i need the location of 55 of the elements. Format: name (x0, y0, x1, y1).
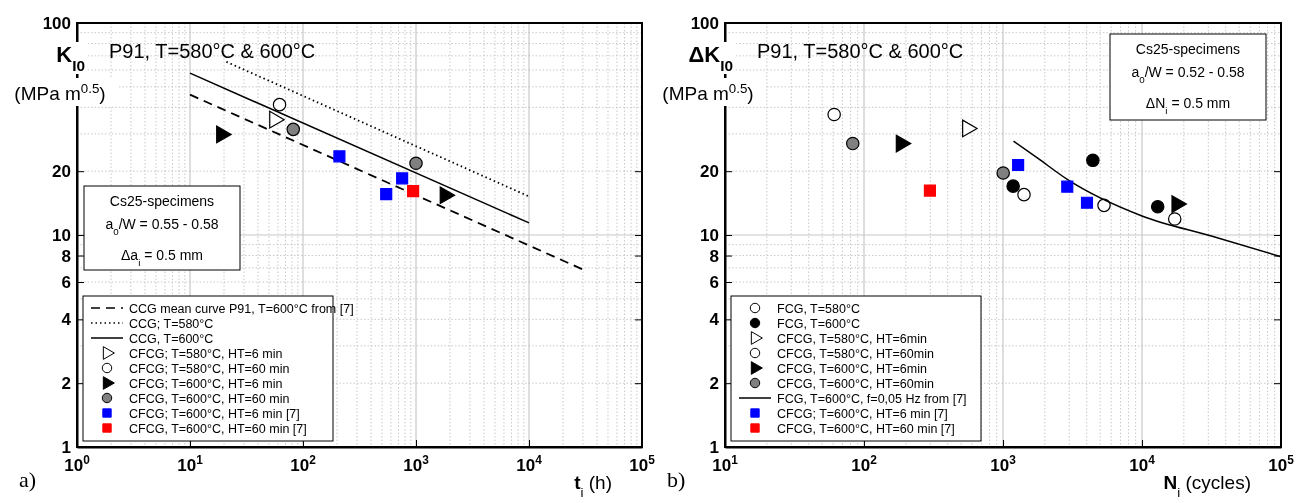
x-tick-label: 10$^{2}$ (851, 453, 878, 475)
x-tick-label: 10$^{3}$ (403, 453, 430, 475)
y-tick-label: 2 (709, 374, 719, 394)
y-tick-label: 100 (690, 14, 719, 33)
legend-label: CFCG, T=600°C, HT=60min (777, 376, 934, 391)
text: P91, T=580°C & 600°C (757, 40, 964, 62)
y-tick-label: 100 (42, 14, 71, 33)
legend-label: CFCG, T=580°C, HT=6min (777, 331, 927, 346)
legend-label: FCG, T=600°C, f=0,05 Hz from [7] (777, 391, 967, 406)
legend-label: CCG mean curve P91, T=600°C from [7] (129, 301, 354, 316)
y-tick-label: 20 (52, 162, 71, 182)
y-tick-label: 2 (61, 374, 71, 394)
legend-label: CFCG, T=600°C, HT=6min (777, 361, 927, 376)
y-tick-label: 8 (709, 246, 719, 266)
x-axis-title: N$_{i}$ (cycles) (1163, 472, 1251, 500)
y-axis-title: K$_{I0}$ (MPa m$^{0.5}$) (14, 42, 106, 104)
x-tick-label: 10$^{5}$ (629, 453, 656, 475)
y-tick-label: 4 (709, 310, 720, 330)
annotation: Cs25-specimens (1135, 41, 1241, 57)
legend-label: CFCG; T=580°C, HT=60 min (129, 361, 290, 376)
legend-label: FCG, T=600°C (777, 316, 860, 331)
legend-label: CFCG, T=600°C, HT=60 min (129, 391, 290, 406)
legend-label: CCG, T=600°C (129, 331, 214, 346)
y-tick-label: 10 (52, 226, 71, 245)
y-tick-label: 6 (709, 273, 719, 293)
annotation: a$_{0}$/W = 0.52 - 0.58 (1131, 64, 1245, 85)
legend-label: CFCG, T=600°C, HT=60 min [7] (129, 421, 307, 436)
legend-label: CFCG; T=600°C, HT=6 min [7] (777, 406, 948, 421)
x-tick-label: 10$^{3}$ (990, 453, 1017, 475)
legend-label: CFCG, T=580°C, HT=60min (777, 346, 934, 361)
legend-label: CFCG; T=600°C, HT=6 min [7] (129, 406, 300, 421)
annotation: ΔN$_{i}$ = 0.5 mm (1145, 95, 1231, 116)
y-tick-label: 10 (700, 226, 719, 245)
x-tick-label: 10$^{4}$ (1129, 453, 1156, 475)
x-tick-label: 10$^{2}$ (290, 453, 317, 475)
y-tick-label: 8 (61, 246, 71, 266)
y-tick-label: 20 (700, 162, 719, 182)
text: b) (667, 467, 686, 492)
y-tick-label: 6 (61, 273, 71, 293)
legend-label: CFCG; T=580°C, HT=6 min (129, 346, 283, 361)
annotation: Cs25-specimens (109, 193, 215, 209)
legend-label: CFCG, T=600°C, HT=60 min [7] (777, 421, 955, 436)
annotation: Δa$_{i}$ = 0.5 mm (121, 247, 203, 268)
annotation: a$_{0}$/W = 0.55 - 0.58 (105, 216, 219, 237)
x-tick-label: 10$^{4}$ (516, 453, 543, 475)
x-tick-label: 10$^{5}$ (1268, 453, 1295, 475)
text: a) (19, 467, 37, 492)
legend-label: CCG; T=580°C (129, 316, 214, 331)
text: P91, T=580°C & 600°C (109, 40, 316, 62)
legend-label: FCG, T=580°C (777, 301, 860, 316)
x-axis-title: t$_{i}$ (h) (574, 472, 612, 500)
y-tick-label: 4 (61, 310, 72, 330)
legend-label: CFCG; T=600°C, HT=6 min (129, 376, 283, 391)
x-tick-label: 10$^{1}$ (177, 453, 204, 475)
y-axis-title: ΔK$_{I0}$ (MPa m$^{0.5}$) (662, 42, 754, 104)
